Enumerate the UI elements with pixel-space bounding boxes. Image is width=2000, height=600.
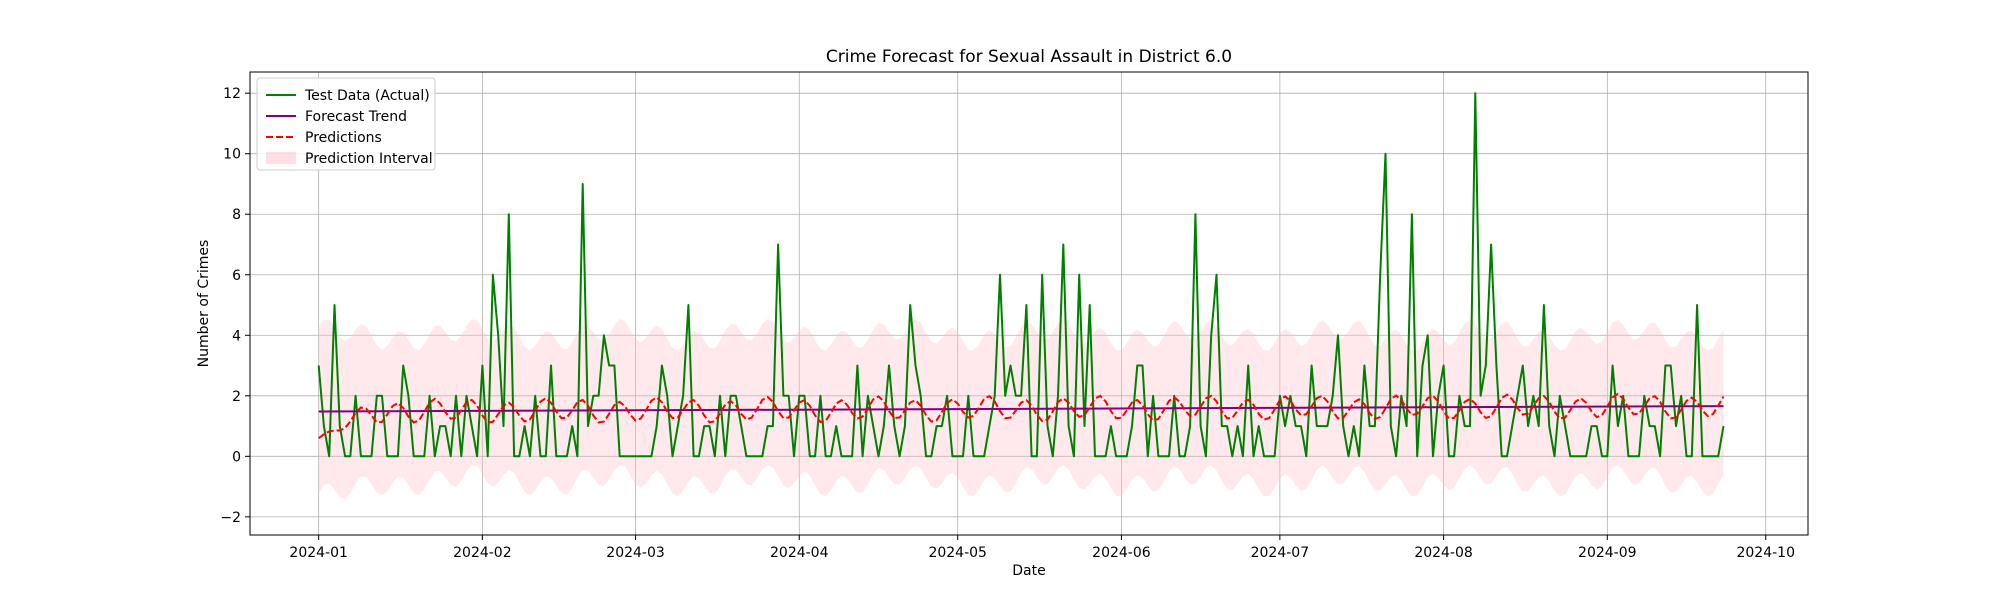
axes-frame <box>249 71 1809 536</box>
predictions-line <box>318 392 1725 439</box>
legend-label: Prediction Interval <box>305 151 433 167</box>
legend-label: Test Data (Actual) <box>304 88 430 104</box>
legend-label: Forecast Trend <box>305 109 407 125</box>
y-tick-label: 2 <box>232 389 241 405</box>
y-axis-title: Number of Crimes <box>196 240 212 368</box>
x-tick-label: 2024-10 <box>1736 545 1795 561</box>
y-tick-label: 0 <box>232 449 241 465</box>
legend-box <box>256 77 436 171</box>
x-tick-label: 2024-08 <box>1414 545 1473 561</box>
x-tick-label: 2024-06 <box>1092 545 1151 561</box>
actual-line <box>317 92 1725 458</box>
y-tick-label: −2 <box>220 510 241 526</box>
chart-title: Crime Forecast for Sexual Assault in Dis… <box>826 47 1232 67</box>
y-tick-label: 12 <box>223 86 241 102</box>
x-axis-title: Date <box>1012 563 1045 579</box>
x-tick-label: 2024-09 <box>1578 545 1637 561</box>
x-tick-label: 2024-03 <box>606 545 665 561</box>
x-tick-label: 2024-01 <box>289 545 348 561</box>
y-tick-label: 10 <box>223 147 241 163</box>
x-tick-label: 2024-02 <box>453 545 512 561</box>
legend: Test Data (Actual) Forecast Trend Predicti… <box>256 77 436 171</box>
legend-swatch <box>266 152 296 164</box>
x-tick-label: 2024-04 <box>770 545 829 561</box>
x-tick-label: 2024-07 <box>1251 545 1310 561</box>
axis-ticks: 2024-01 2024-02 2024-03 2024-04 2024-05 2024-… <box>220 86 1795 561</box>
y-tick-label: 4 <box>232 328 241 344</box>
forecast-trend-line <box>318 405 1724 413</box>
y-tick-label: 6 <box>232 268 241 284</box>
legend-label: Predictions <box>305 130 382 146</box>
series-lines <box>317 92 1725 458</box>
y-tick-label: 8 <box>232 207 241 223</box>
x-tick-label: 2024-05 <box>928 545 987 561</box>
